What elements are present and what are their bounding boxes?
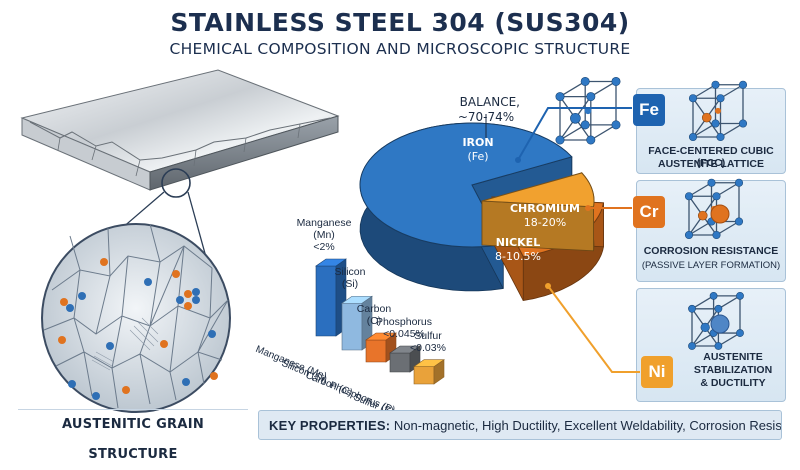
- ni-connector: [547, 285, 640, 373]
- chromium-name: CHROMIUM: [509, 202, 581, 215]
- iron-symbol: (Fe): [467, 150, 489, 163]
- ni-lattice-icon: [688, 291, 744, 350]
- bar-sulfur: [413, 359, 445, 385]
- fe-property-line-1: FACE-CENTERED CUBIC (FCC): [648, 145, 774, 169]
- ni-connector-dot: [545, 283, 551, 289]
- key-properties-bar: KEY PROPERTIES: Non-magnetic, High Ducti…: [258, 410, 782, 440]
- bar-phosphorus-name: Phosphorus: [375, 316, 433, 328]
- bar-carbon-symbol: (C): [366, 315, 382, 327]
- minor-elements-chart: [315, 258, 445, 385]
- balance-label: BALANCE, ~70-74%: [436, 80, 536, 125]
- chromium-range: 18-20%: [523, 216, 567, 229]
- bar-manganese-symbol: (Mn): [313, 229, 335, 241]
- ni-atom: [710, 314, 730, 334]
- cr-connector-dot: [585, 205, 591, 211]
- nickel-name: NICKEL: [495, 236, 541, 249]
- bar-carbon-name: Carbon: [356, 303, 392, 315]
- balance-text: BALANCE, ~70-74%: [457, 95, 520, 124]
- page-title: STAINLESS STEEL 304 (SUS304): [170, 8, 630, 37]
- cr-property-line-1: CORROSION RESISTANCE: [643, 245, 779, 257]
- cr-property-line-2: (PASSIVE LAYER FORMATION): [641, 260, 781, 271]
- bar-phosphorus-limit: <0.045%: [383, 328, 425, 340]
- bar-silicon-name: Silicon: [334, 266, 366, 279]
- composition-pie-chart: [359, 114, 605, 301]
- lattice-illustrations: [515, 76, 748, 373]
- fcc-lattice-large: [555, 76, 621, 145]
- bar-label-phosphorus: Phosphorus <0.045%: [372, 316, 436, 340]
- bar-manganese-name: Manganese: [296, 217, 352, 229]
- bar-label-carbon: Carbon (C): [342, 303, 406, 327]
- bar-sulfur-name: Sulfur: [414, 329, 442, 342]
- bar-silicon-symbol: (Si): [341, 278, 359, 291]
- ni-property-line-3: & DUCTILITY: [700, 377, 766, 389]
- bar-label-manganese: Manganese (Mn) <2%: [292, 217, 356, 253]
- key-properties-label: KEY PROPERTIES:: [269, 418, 391, 433]
- cr-lattice-icon: [684, 178, 744, 240]
- iron-label: IRON (Fe): [448, 136, 508, 164]
- nickel-label: NICKEL 8-10.5%: [478, 236, 558, 264]
- ni-element-badge: Ni: [641, 356, 673, 388]
- steel-plate: [20, 69, 340, 287]
- bar-label-silicon: Silicon (Si): [318, 266, 382, 290]
- nickel-range: 8-10.5%: [495, 250, 541, 263]
- iron-name: IRON: [462, 136, 494, 149]
- fe-lattice-icon: [688, 80, 748, 142]
- fe-property-line-2: AUSTENITE LATTICE: [658, 158, 764, 170]
- key-properties-text: Non-magnetic, High Ductility, Excellent …: [390, 418, 782, 433]
- chromium-label: CHROMIUM 18-20%: [500, 202, 590, 230]
- bar-sulfur-limit: <0.03%: [410, 341, 446, 354]
- grain-structure-magnified: [41, 223, 231, 413]
- steel-illustration: [20, 69, 340, 413]
- pie-slice-nickel: [481, 171, 595, 252]
- bar-label-sulfur: Sulfur <0.03%: [396, 330, 460, 354]
- page-subtitle: CHEMICAL COMPOSITION AND MICROSCOPIC STR…: [169, 40, 631, 58]
- fe-connector-dot: [515, 157, 521, 163]
- bar-manganese-limit: <2%: [313, 241, 335, 253]
- cr-element-badge: Cr: [633, 196, 665, 228]
- cr-atom: [710, 204, 730, 224]
- ni-property-line-1: AUSTENITE: [703, 351, 763, 363]
- fe-connector: [517, 107, 632, 161]
- bar-silicon: [341, 295, 373, 351]
- fe-element-badge: Fe: [633, 94, 665, 126]
- ni-property-line-2: STABILIZATION: [693, 364, 773, 376]
